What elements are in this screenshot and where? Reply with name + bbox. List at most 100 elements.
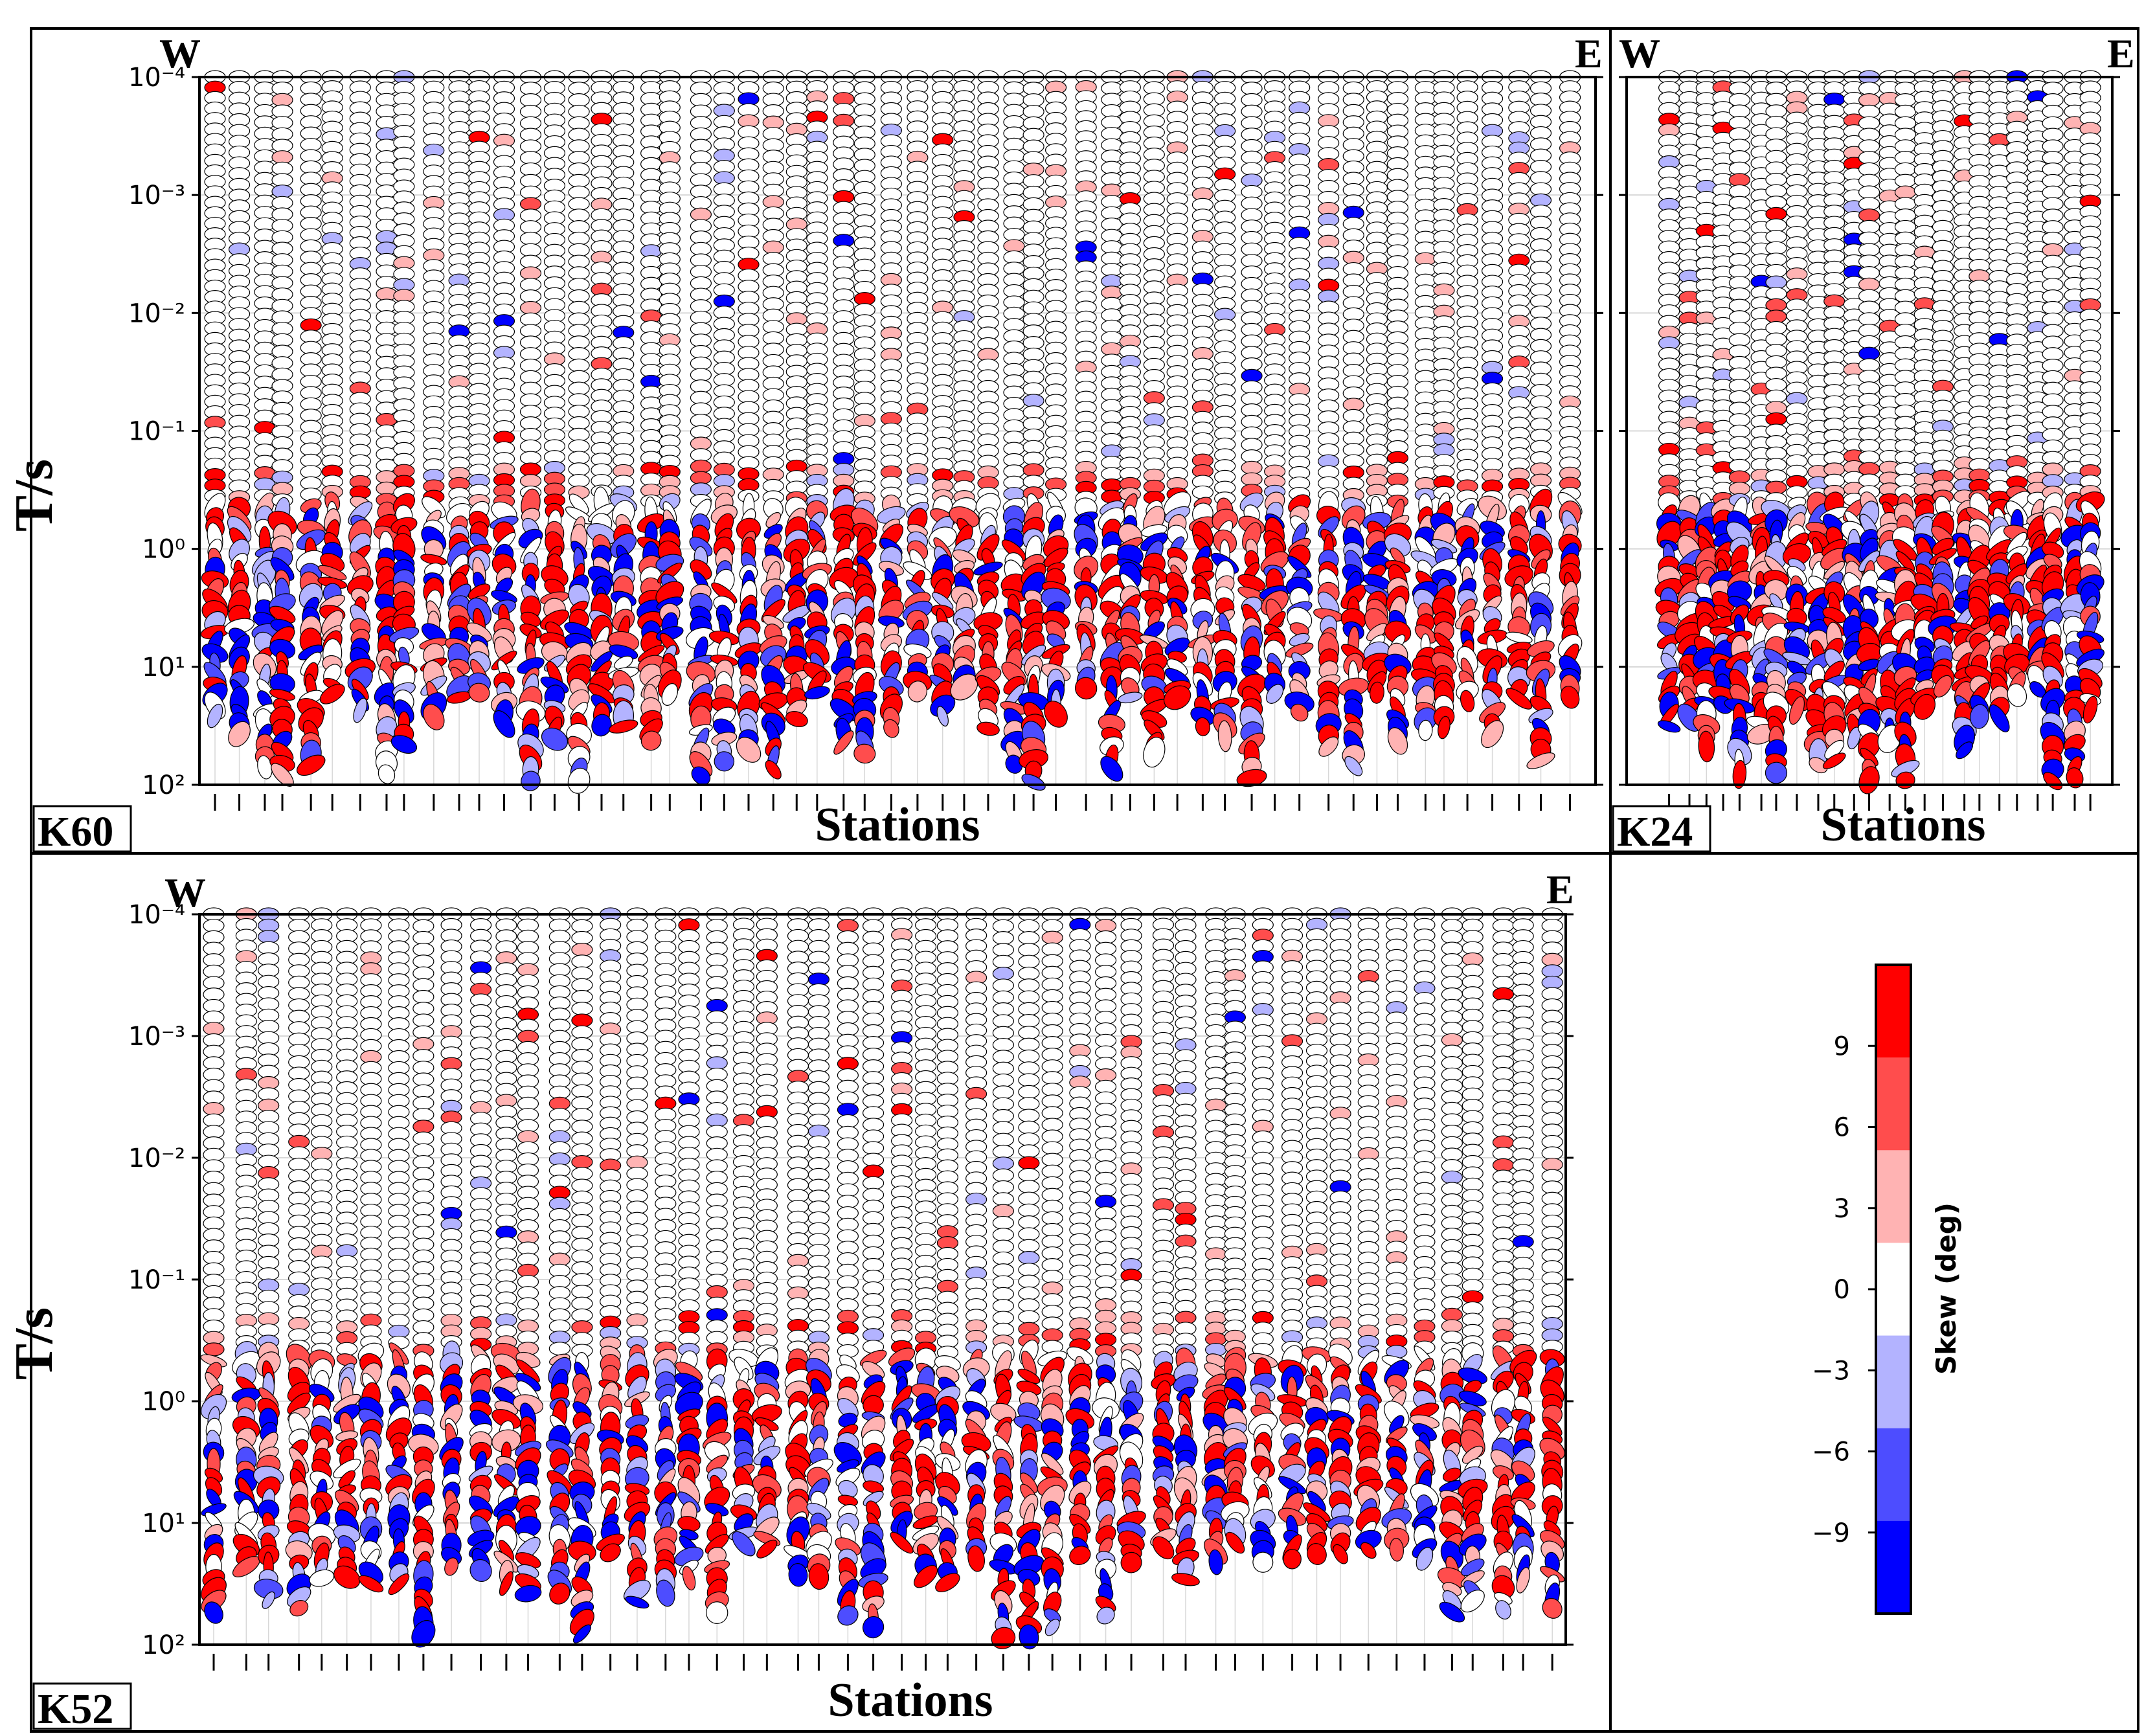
- station-column: [267, 70, 297, 787]
- phase-tensor-ellipse: [1858, 392, 1880, 407]
- phase-tensor-ellipse: [1022, 451, 1044, 466]
- phase-tensor-ellipse: [690, 196, 712, 210]
- phase-tensor-ellipse: [1241, 82, 1263, 96]
- phase-tensor-ellipse: [1765, 458, 1787, 472]
- phase-tensor-ellipse: [1858, 358, 1880, 372]
- phase-tensor-ellipse: [1074, 677, 1098, 700]
- phase-tensor-ellipse: [1894, 335, 1917, 350]
- phase-tensor-ellipse: [1894, 139, 1917, 153]
- phase-tensor-ellipse: [1022, 405, 1044, 420]
- phase-tensor-ellipse: [1241, 403, 1263, 418]
- phase-tensor-ellipse: [591, 714, 612, 737]
- phase-tensor-ellipse: [1728, 230, 1750, 244]
- phase-tensor-ellipse: [271, 185, 293, 199]
- phase-tensor-ellipse: [1894, 462, 1917, 476]
- phase-tensor-ellipse: [1894, 93, 1917, 107]
- phase-tensor-ellipse: [1765, 355, 1787, 369]
- phase-tensor-ellipse: [1894, 174, 1917, 188]
- phase-tensor-ellipse: [271, 390, 293, 405]
- phase-tensor-ellipse: [690, 448, 712, 462]
- phase-tensor-ellipse: [568, 439, 590, 453]
- phase-tensor-ellipse: [1858, 404, 1880, 418]
- phase-tensor-ellipse: [690, 414, 712, 428]
- phase-tensor-ellipse: [1858, 254, 1880, 269]
- phase-tensor-ellipse: [1241, 368, 1263, 383]
- phase-tensor-ellipse: [568, 358, 590, 373]
- phase-tensor-ellipse: [690, 482, 712, 497]
- phase-tensor-ellipse: [519, 151, 542, 165]
- phase-tensor-ellipse: [568, 185, 590, 199]
- station-column: [295, 70, 326, 776]
- phase-tensor-ellipse: [271, 116, 293, 130]
- phase-tensor-ellipse: [804, 686, 830, 700]
- phase-tensor-ellipse: [1241, 449, 1263, 464]
- phase-tensor-ellipse: [690, 231, 712, 245]
- phase-tensor-ellipse: [1241, 185, 1263, 199]
- station-column: [373, 70, 400, 784]
- phase-tensor-ellipse: [1241, 162, 1263, 176]
- phase-tensor-ellipse: [1765, 412, 1787, 427]
- phase-tensor-ellipse: [519, 347, 542, 361]
- phase-tensor-ellipse: [1765, 469, 1787, 484]
- phase-tensor-ellipse: [690, 287, 712, 302]
- phase-tensor-ellipse: [1858, 416, 1880, 430]
- phase-tensor-ellipse: [271, 173, 293, 187]
- phase-tensor-ellipse: [568, 312, 590, 326]
- phase-tensor-ellipse: [1241, 346, 1263, 360]
- phase-tensor-ellipse: [519, 335, 542, 350]
- phase-tensor-ellipse: [271, 459, 293, 473]
- phase-tensor-ellipse: [519, 312, 542, 326]
- phase-tensor-ellipse: [207, 703, 223, 728]
- station-column: [317, 70, 348, 705]
- phase-tensor-ellipse: [1241, 438, 1263, 452]
- phase-tensor-ellipse: [1728, 127, 1750, 141]
- phase-tensor-ellipse: [690, 253, 712, 267]
- phase-tensor-ellipse: [1022, 475, 1044, 489]
- phase-tensor-ellipse: [519, 381, 542, 396]
- phase-tensor-ellipse: [1765, 321, 1787, 335]
- k60-east-label: E: [1575, 30, 1603, 76]
- phase-tensor-ellipse: [1765, 378, 1787, 392]
- phase-tensor-ellipse: [1858, 128, 1880, 142]
- phase-tensor-ellipse: [1894, 128, 1917, 142]
- phase-tensor-ellipse: [568, 346, 590, 361]
- k60-x-axis-label: Stations: [815, 798, 980, 851]
- phase-tensor-ellipse: [568, 139, 590, 153]
- phase-tensor-ellipse: [1858, 220, 1880, 234]
- phase-tensor-ellipse: [1728, 116, 1750, 130]
- station-column: [1074, 70, 1099, 700]
- phase-tensor-ellipse: [1728, 264, 1750, 278]
- phase-tensor-ellipse: [1765, 275, 1787, 289]
- phase-tensor-ellipse: [519, 243, 542, 257]
- phase-tensor-ellipse: [519, 324, 542, 338]
- phase-tensor-ellipse: [690, 207, 712, 221]
- phase-tensor-ellipse: [519, 300, 542, 315]
- phase-tensor-ellipse: [568, 381, 590, 396]
- phase-tensor-ellipse: [1728, 104, 1750, 118]
- phase-tensor-ellipse: [1728, 173, 1750, 187]
- phase-tensor-ellipse: [271, 161, 293, 175]
- phase-tensor-ellipse: [1022, 289, 1044, 304]
- phase-tensor-ellipse: [1022, 93, 1044, 107]
- phase-tensor-ellipse: [519, 197, 542, 211]
- phase-tensor-ellipse: [690, 139, 712, 153]
- phase-tensor-ellipse: [1858, 139, 1880, 153]
- phase-tensor-ellipse: [271, 287, 293, 302]
- phase-tensor-ellipse: [519, 289, 542, 304]
- phase-tensor-ellipse: [1858, 462, 1880, 476]
- phase-tensor-ellipse: [1858, 197, 1880, 211]
- phase-tensor-ellipse: [1022, 116, 1044, 131]
- phase-tensor-ellipse: [1858, 370, 1880, 384]
- phase-tensor-ellipse: [568, 427, 590, 442]
- station-column: [539, 70, 570, 751]
- phase-tensor-ellipse: [1022, 266, 1044, 281]
- phase-tensor-ellipse: [1765, 229, 1787, 244]
- phase-tensor-ellipse: [1858, 150, 1880, 165]
- phase-tensor-ellipse: [1022, 128, 1044, 142]
- y-tick-label: 10²: [142, 771, 185, 800]
- phase-tensor-ellipse: [690, 127, 712, 142]
- phase-tensor-ellipse: [1894, 162, 1917, 177]
- phase-tensor-ellipse: [1728, 93, 1750, 107]
- phase-tensor-ellipse: [690, 173, 712, 187]
- phase-tensor-ellipse: [1894, 404, 1917, 418]
